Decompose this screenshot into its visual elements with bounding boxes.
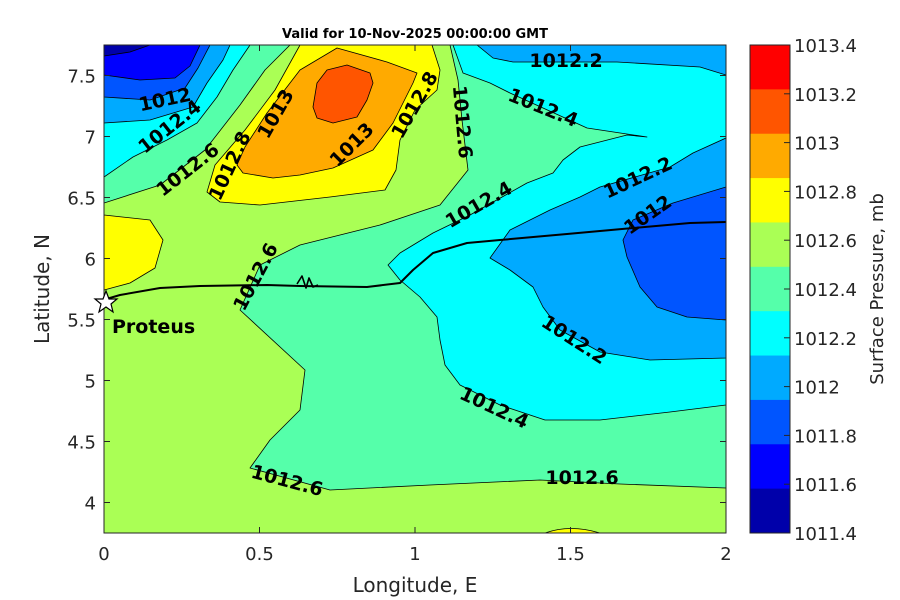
colorbar-bin xyxy=(750,222,790,268)
region-1011.6-1011.8-left xyxy=(104,45,201,81)
y-tick-label: 4 xyxy=(85,494,96,515)
y-tick-label: 5.5 xyxy=(67,311,96,332)
colorbar: 1013.4 1013.2 1013 1012.8 1012.6 1012.4 1012.2… xyxy=(749,36,857,545)
colorbar-tick-label: 1013 xyxy=(794,134,840,155)
x-tick-label: 0 xyxy=(98,544,109,565)
y-tick-label: 7 xyxy=(85,128,96,149)
colorbar-bin xyxy=(750,311,790,357)
proteus-star-icon xyxy=(93,289,119,314)
colorbar-tick-label: 1011.4 xyxy=(794,524,857,545)
proteus-label: Proteus xyxy=(112,316,195,338)
contour-label: 1012.6 xyxy=(545,467,618,489)
colorbar-tick-label: 1012.6 xyxy=(794,231,857,252)
colorbar-tick-label: 1012.4 xyxy=(794,280,857,301)
region-1011.8-1012-right xyxy=(622,186,726,321)
colorbar-tick-label: 1013.4 xyxy=(794,36,857,57)
coastline xyxy=(104,221,726,301)
region-1013.2-1013.4 xyxy=(312,64,374,124)
colorbar-tick-label: 1012.8 xyxy=(794,182,857,203)
y-tick-label: 6 xyxy=(85,250,96,271)
chart-title: Valid for 10-Nov-2025 00:00:00 GMT xyxy=(282,27,548,42)
contour-label: 1012.2 xyxy=(529,50,602,72)
y-tick-label: 7.5 xyxy=(67,67,96,88)
colorbar-bin xyxy=(750,444,790,490)
y-tick-label: 4.5 xyxy=(67,433,96,454)
colorbar-bin xyxy=(750,399,790,445)
region-1012.8-1013-left xyxy=(104,214,164,291)
colorbar-bin xyxy=(750,45,790,90)
colorbar-bin xyxy=(750,89,790,135)
colorbar-bin xyxy=(750,133,790,179)
x-axis-label: Longitude, E xyxy=(353,573,478,597)
colorbar-bin xyxy=(750,266,790,312)
colorbar-bin xyxy=(750,178,790,223)
x-tick-label: 2 xyxy=(720,544,731,565)
y-tick-label: 5 xyxy=(85,372,96,393)
y-axis-label: Latitude, N xyxy=(30,234,54,344)
colorbar-label: Surface Pressure, mb xyxy=(867,193,888,385)
colorbar-tick-label: 1011.6 xyxy=(794,475,857,496)
region-1011.4-1011.6-left xyxy=(104,45,151,57)
x-tick-label: 1 xyxy=(409,544,420,565)
colorbar-bin xyxy=(750,355,790,401)
colorbar-tick-label: 1012 xyxy=(794,378,840,399)
x-tick-label: 0.5 xyxy=(245,544,274,565)
colorbar-tick-label: 1013.2 xyxy=(794,85,857,106)
colorbar-tick-label: 1012.2 xyxy=(794,329,857,350)
colorbar-tick-label: 1011.8 xyxy=(794,426,857,447)
region-1012-1012.2-top-right xyxy=(476,45,726,76)
coastline-island xyxy=(296,275,319,289)
y-tick-label: 6.5 xyxy=(67,189,96,210)
x-tick-label: 1.5 xyxy=(556,544,585,565)
colorbar-bin xyxy=(750,488,790,534)
